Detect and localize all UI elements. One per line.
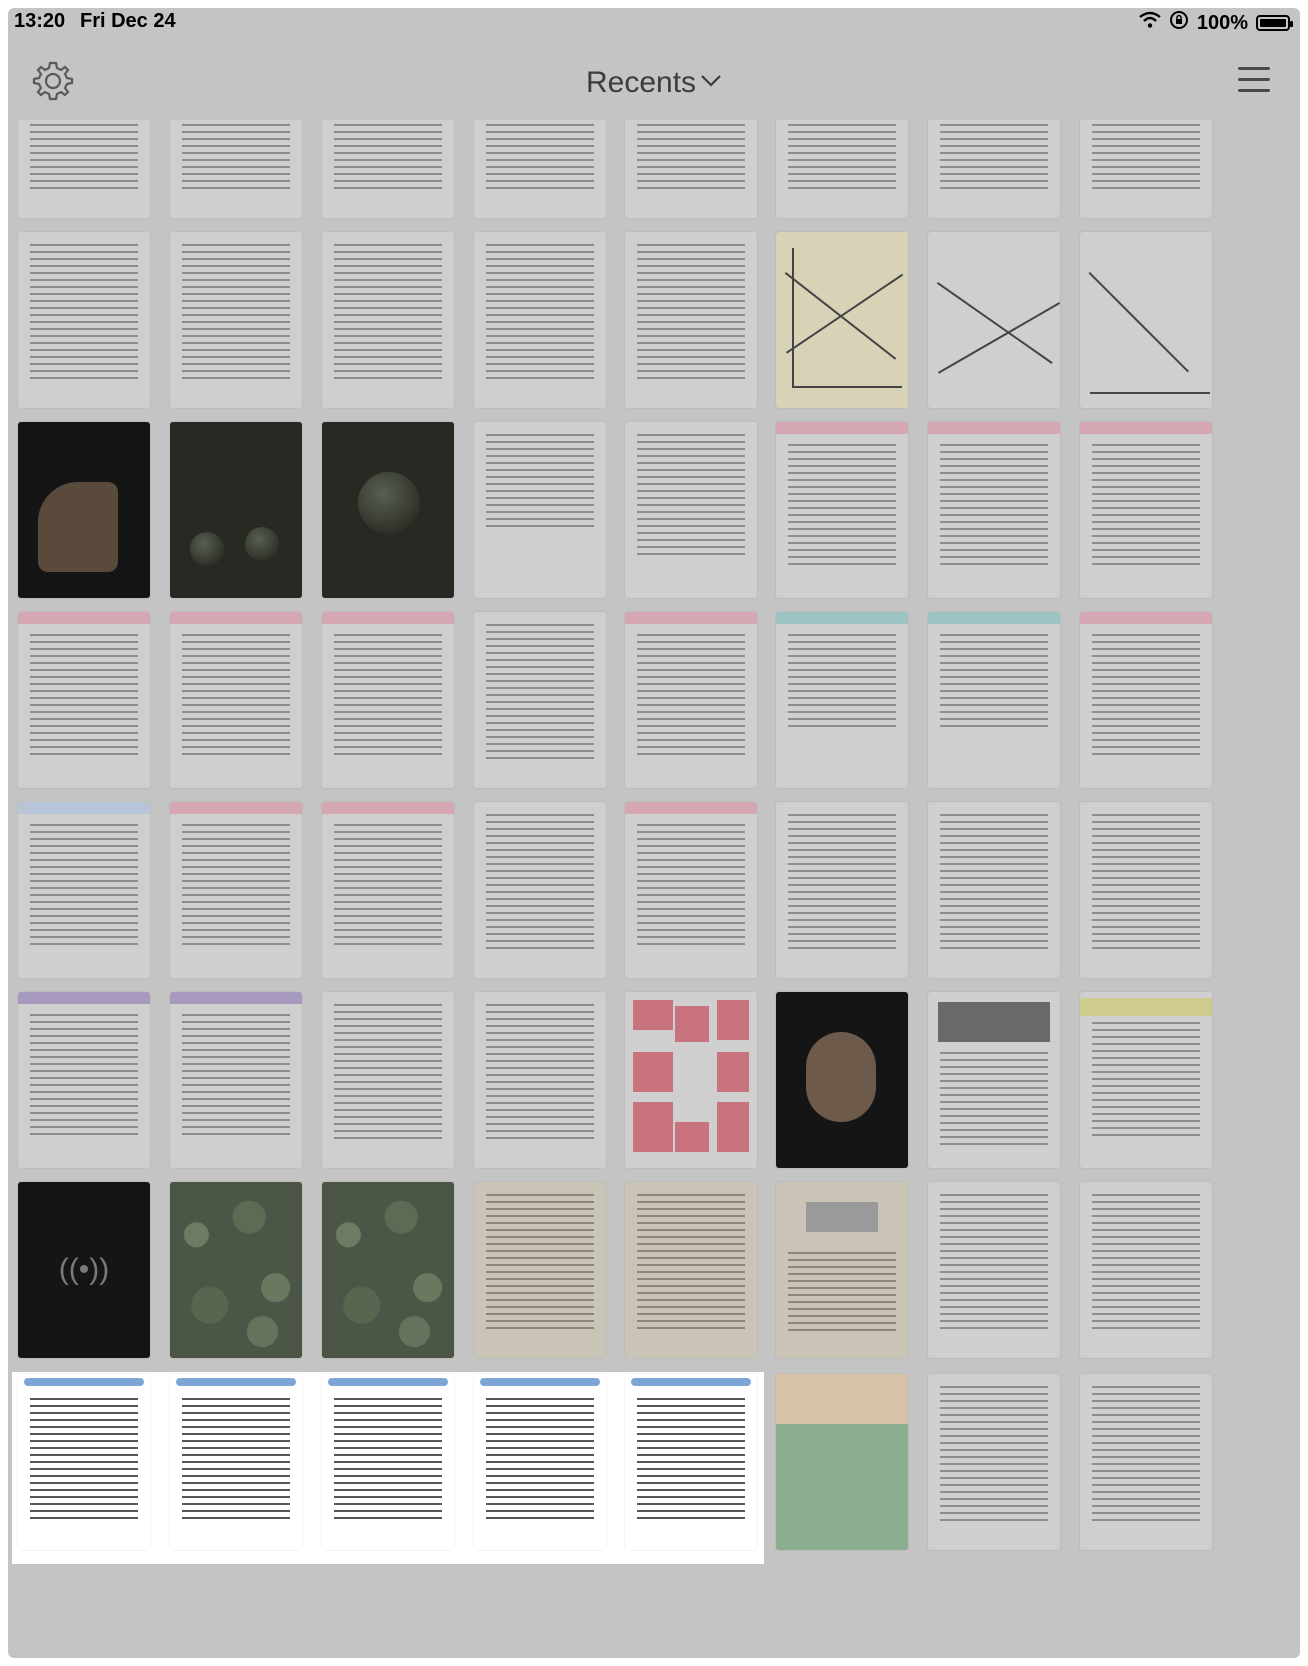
status-bar: 13:20 Fri Dec 24 100% <box>8 8 1300 36</box>
file-thumbnail-selected[interactable] <box>474 1374 606 1550</box>
video-thumbnail[interactable] <box>776 992 908 1168</box>
file-thumbnail[interactable] <box>928 120 1060 218</box>
battery-icon <box>1256 15 1293 31</box>
screenshot-thumbnail[interactable] <box>625 422 757 598</box>
file-thumbnail[interactable] <box>170 612 302 788</box>
app-screen: 13:20 Fri Dec 24 100% Recents <box>8 8 1300 1658</box>
chevron-down-icon <box>700 68 722 94</box>
file-thumbnail[interactable] <box>625 612 757 788</box>
wifi-icon <box>1139 11 1161 35</box>
image-thumbnail[interactable] <box>170 1182 302 1358</box>
file-thumbnail[interactable] <box>1080 802 1212 978</box>
file-thumbnail[interactable] <box>474 232 606 408</box>
gear-icon[interactable] <box>30 58 76 104</box>
file-thumbnail[interactable] <box>928 992 1060 1168</box>
file-thumbnail-selected[interactable] <box>18 1374 150 1550</box>
file-thumbnail[interactable] <box>625 802 757 978</box>
file-thumbnail[interactable] <box>776 422 908 598</box>
video-thumbnail[interactable] <box>18 422 150 598</box>
file-thumbnail[interactable] <box>18 120 150 218</box>
file-thumbnail[interactable] <box>928 422 1060 598</box>
file-thumbnail[interactable] <box>928 612 1060 788</box>
file-thumbnail[interactable] <box>170 992 302 1168</box>
file-thumbnail[interactable] <box>322 232 454 408</box>
battery-percent: 100% <box>1196 11 1248 34</box>
audio-thumbnail[interactable]: ((•)) <box>18 1182 150 1358</box>
image-thumbnail[interactable] <box>776 1374 908 1550</box>
file-thumbnail[interactable] <box>776 232 908 408</box>
file-thumbnail-selected[interactable] <box>322 1374 454 1550</box>
file-thumbnail[interactable] <box>776 120 908 218</box>
file-thumbnail[interactable] <box>625 232 757 408</box>
file-thumbnail[interactable] <box>625 1182 757 1358</box>
file-thumbnail[interactable] <box>170 120 302 218</box>
nav-bar: Recents <box>8 36 1300 120</box>
image-thumbnail[interactable] <box>322 422 454 598</box>
file-thumbnail[interactable] <box>18 802 150 978</box>
file-thumbnail[interactable] <box>170 802 302 978</box>
audio-icon: ((•)) <box>58 1253 110 1286</box>
file-thumbnail[interactable] <box>170 232 302 408</box>
file-thumbnail[interactable] <box>322 120 454 218</box>
page-title-label: Recents <box>585 66 697 99</box>
file-thumbnail[interactable] <box>1080 992 1212 1168</box>
file-thumbnail[interactable] <box>776 1182 908 1358</box>
rotation-lock-icon <box>1169 10 1189 36</box>
file-thumbnail[interactable] <box>474 1182 606 1358</box>
file-thumbnail[interactable] <box>18 232 150 408</box>
file-thumbnail[interactable] <box>322 802 454 978</box>
file-thumbnail[interactable] <box>928 802 1060 978</box>
file-thumbnail[interactable] <box>1080 232 1212 408</box>
file-thumbnail[interactable] <box>474 612 606 788</box>
recents-grid: ((•)) <box>8 120 1300 1658</box>
file-thumbnail[interactable] <box>776 802 908 978</box>
file-thumbnail[interactable] <box>1080 612 1212 788</box>
file-thumbnail[interactable] <box>18 612 150 788</box>
file-thumbnail[interactable] <box>928 1182 1060 1358</box>
file-thumbnail[interactable] <box>625 120 757 218</box>
file-thumbnail[interactable] <box>1080 422 1212 598</box>
file-thumbnail-selected[interactable] <box>170 1374 302 1550</box>
status-date: Fri Dec 24 <box>80 10 176 32</box>
page-title[interactable]: Recents <box>8 66 1300 100</box>
image-thumbnail[interactable] <box>322 1182 454 1358</box>
file-thumbnail[interactable] <box>1080 1182 1212 1358</box>
file-thumbnail[interactable] <box>776 612 908 788</box>
file-thumbnail[interactable] <box>625 992 757 1168</box>
file-thumbnail[interactable] <box>474 120 606 218</box>
file-thumbnail[interactable] <box>474 802 606 978</box>
file-thumbnail[interactable] <box>1080 120 1212 218</box>
file-thumbnail[interactable] <box>474 992 606 1168</box>
file-thumbnail[interactable] <box>928 232 1060 408</box>
menu-icon[interactable] <box>1238 64 1270 94</box>
screenshot-thumbnail[interactable] <box>474 422 606 598</box>
file-thumbnail[interactable] <box>1080 1374 1212 1550</box>
file-thumbnail[interactable] <box>18 992 150 1168</box>
image-thumbnail[interactable] <box>170 422 302 598</box>
file-thumbnail[interactable] <box>322 992 454 1168</box>
file-thumbnail[interactable] <box>928 1374 1060 1550</box>
status-time: 13:20 <box>14 10 66 32</box>
file-thumbnail[interactable] <box>322 612 454 788</box>
file-thumbnail-selected[interactable] <box>625 1374 757 1550</box>
status-right: 100% <box>1139 10 1293 36</box>
